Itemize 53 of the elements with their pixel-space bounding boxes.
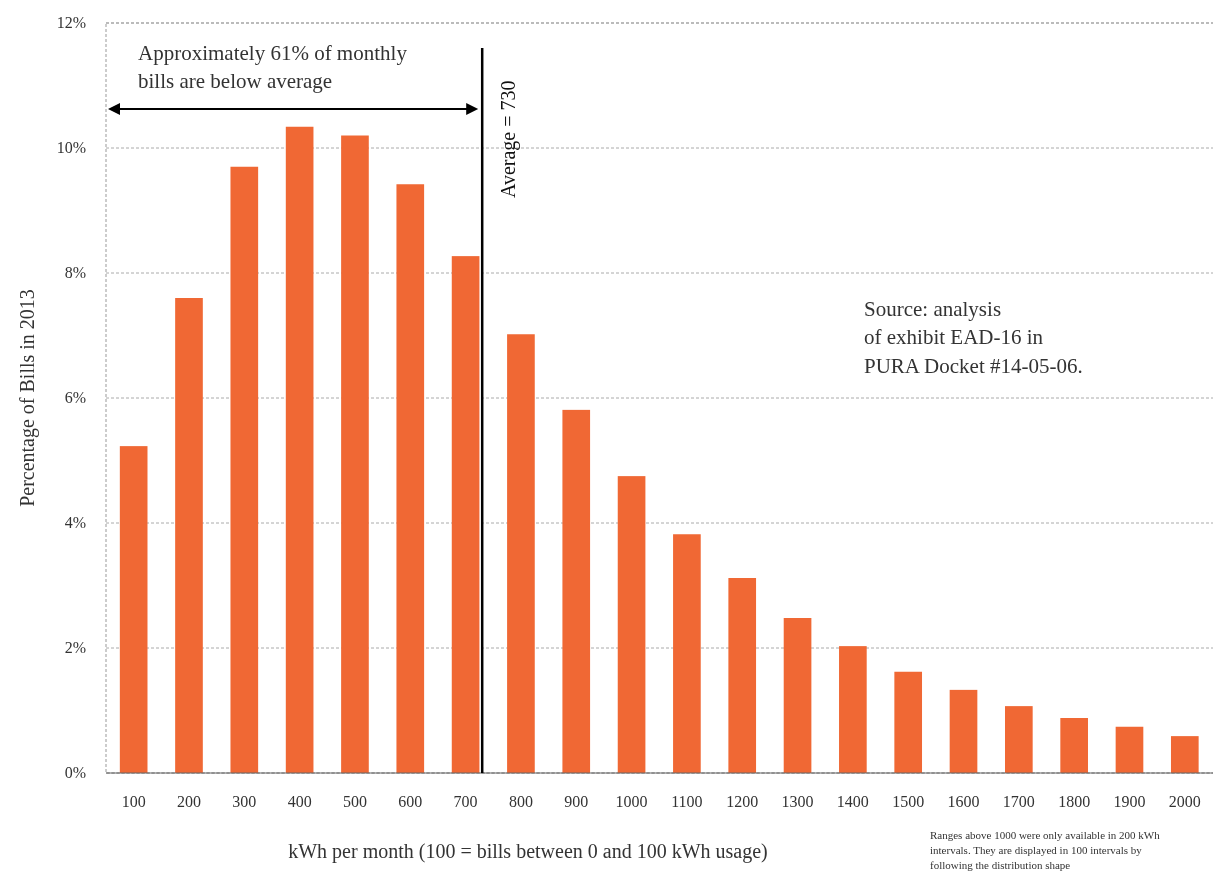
x-tick-label: 700 <box>453 793 478 810</box>
bar <box>341 135 369 773</box>
y-tick-label: 6% <box>64 389 86 406</box>
bar <box>396 184 425 773</box>
bar <box>728 578 757 773</box>
x-tick-label: 600 <box>398 793 423 810</box>
bar <box>1115 726 1144 773</box>
bar <box>949 689 978 773</box>
x-tick-label: 400 <box>287 793 312 810</box>
bar <box>1170 736 1199 773</box>
bar <box>1005 706 1033 773</box>
y-axis-title: Percentage of Bills in 2013 <box>16 289 39 507</box>
x-tick-label: 2000 <box>1168 793 1201 810</box>
y-tick-label: 8% <box>64 264 86 281</box>
bar <box>894 671 923 773</box>
bar <box>673 534 701 773</box>
bar <box>617 476 646 773</box>
x-tick-label: 300 <box>232 793 257 810</box>
y-tick-label: 12% <box>56 14 86 31</box>
x-tick-label: 1600 <box>947 793 980 810</box>
x-tick-label: 900 <box>564 793 589 810</box>
bar <box>783 618 812 773</box>
y-tick-label: 2% <box>64 639 86 656</box>
x-axis-title: kWh per month (100 = bills between 0 and 100 kWh usage) <box>288 840 768 863</box>
x-tick-label: 1400 <box>836 793 869 810</box>
y-tick-label: 0% <box>64 764 86 781</box>
bar <box>285 126 314 773</box>
bar <box>1060 718 1088 773</box>
annotation: Source: analysis of exhibit EAD-16 in PURA Docket #14-05-06. <box>864 297 1083 378</box>
bar <box>562 409 591 773</box>
bar <box>119 446 148 773</box>
y-tick-label: 4% <box>64 514 86 531</box>
bar <box>451 256 480 773</box>
x-tick-label: 1500 <box>892 793 925 810</box>
x-tick-label: 200 <box>176 793 201 810</box>
y-tick-label: 10% <box>56 139 86 156</box>
x-tick-label: 1100 <box>671 793 703 810</box>
text: Ranges above 1000 were only available in 200 kWh intervals. They are displayed in 100 intervals by following the distribution shape <box>930 829 1161 871</box>
x-tick-label: 1200 <box>726 793 759 810</box>
x-tick-label: 1700 <box>1002 793 1035 810</box>
x-tick-label: 1800 <box>1058 793 1091 810</box>
bar <box>839 646 867 773</box>
bar <box>175 298 203 773</box>
x-tick-label: 100 <box>121 793 146 810</box>
annotation: Approximately 61% of monthly bills are below average <box>138 41 408 94</box>
x-tick-label: 1000 <box>615 793 648 810</box>
x-tick-label: 1300 <box>781 793 814 810</box>
x-tick-label: 800 <box>508 793 533 810</box>
ref-line-label: Average = 730 <box>497 80 521 198</box>
bar <box>230 166 259 773</box>
x-tick-label: 500 <box>342 793 367 810</box>
bar <box>507 334 535 773</box>
x-tick-label: 1900 <box>1113 793 1146 810</box>
